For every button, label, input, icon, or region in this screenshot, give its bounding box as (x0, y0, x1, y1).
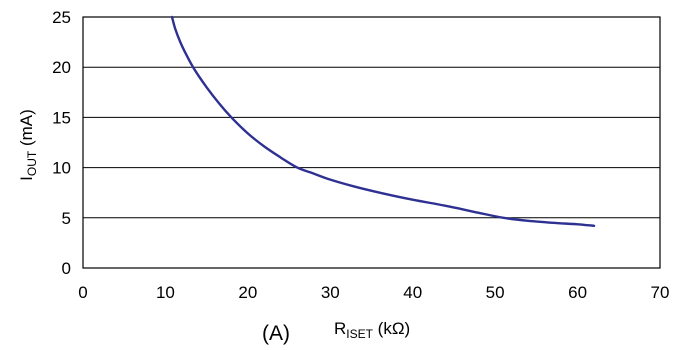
y-tick-label: 10 (52, 159, 71, 178)
x-axis-label: RISET (kΩ) (334, 319, 410, 341)
x-tick-label: 30 (321, 283, 340, 302)
y-tick-labels: 0 5 10 15 20 25 (52, 8, 71, 278)
y-axis-label-main: I (17, 176, 36, 181)
panel-label: (A) (262, 322, 290, 345)
x-axis-label-subscript: ISET (346, 327, 373, 341)
y-tick-label: 25 (52, 8, 71, 27)
series-line-0 (170, 15, 596, 227)
grid-lines (83, 66, 660, 219)
y-tick-label: 15 (52, 108, 71, 127)
y-axis-label-subscript: OUT (25, 150, 39, 176)
x-tick-label: 40 (403, 283, 422, 302)
y-tick-label: 0 (62, 259, 71, 278)
x-tick-label: 50 (486, 283, 505, 302)
x-tick-label: 70 (651, 283, 670, 302)
y-axis-label-unit: (mA) (17, 109, 36, 151)
y-tick-label: 20 (52, 58, 71, 77)
y-tick-label: 5 (62, 209, 71, 228)
series-layer (170, 15, 596, 227)
x-tick-label: 20 (238, 283, 257, 302)
x-axis-label-unit: (kΩ) (373, 319, 410, 338)
x-tick-label: 0 (78, 283, 87, 302)
x-tick-labels: 0 10 20 30 40 50 60 70 (78, 283, 669, 302)
x-tick-label: 60 (568, 283, 587, 302)
x-axis-label-main: R (334, 319, 346, 338)
y-axis-label: IOUT (mA) (17, 109, 39, 181)
plot-area-frame (82, 16, 661, 269)
x-tick-label: 10 (156, 283, 175, 302)
